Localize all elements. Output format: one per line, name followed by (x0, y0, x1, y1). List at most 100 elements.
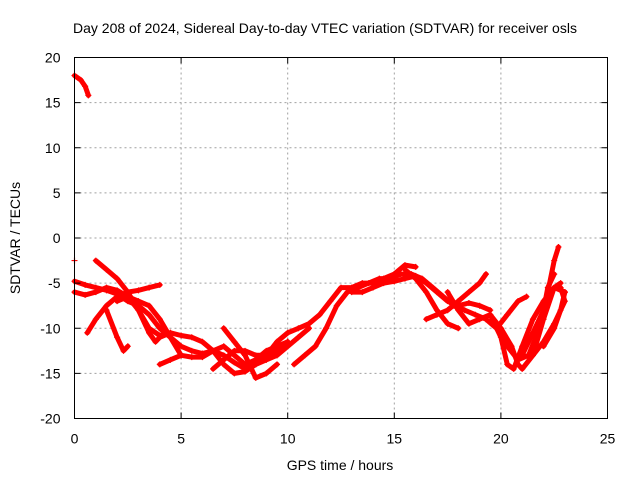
data-point (114, 287, 121, 294)
data-point (376, 275, 383, 282)
data-point (103, 266, 110, 273)
data-point (529, 316, 536, 323)
data-point (487, 311, 494, 318)
data-point (252, 352, 259, 359)
data-point (397, 271, 404, 278)
data-point (508, 343, 515, 350)
y-tick-label: -20 (40, 411, 60, 427)
chart-title: Day 208 of 2024, Sidereal Day-to-day VTE… (73, 20, 577, 36)
data-point (348, 289, 355, 296)
data-point (540, 343, 547, 350)
data-point (327, 298, 334, 305)
data-point (135, 298, 142, 305)
data-point (156, 361, 163, 368)
data-point (85, 92, 92, 99)
data-point (465, 299, 472, 306)
data-point (82, 281, 89, 288)
data-point (523, 293, 530, 300)
series-arc-14 (401, 266, 462, 332)
data-point (540, 307, 547, 314)
series-arc-01 (71, 72, 92, 99)
data-point (146, 311, 153, 318)
data-point (338, 284, 344, 291)
series-line (494, 294, 529, 331)
data-point (146, 284, 153, 291)
series-line (402, 267, 461, 331)
data-point (274, 338, 281, 345)
data-point (391, 278, 398, 285)
data-point (188, 334, 195, 341)
data-point (433, 311, 440, 318)
data-point (433, 289, 440, 296)
series-line (72, 73, 91, 98)
data-point (444, 320, 451, 327)
x-axis-label: GPS time / hours (287, 457, 394, 473)
data-point (444, 307, 451, 314)
y-tick-label: 5 (53, 185, 61, 201)
y-tick-label: -10 (40, 320, 60, 336)
data-point (263, 370, 270, 377)
data-point (472, 311, 479, 318)
x-tick-label: 0 (71, 431, 79, 447)
data-point (476, 302, 483, 309)
data-point (114, 334, 121, 341)
series-line (104, 307, 131, 354)
series-arc-11 (220, 325, 281, 381)
data-point (519, 352, 526, 359)
data-point (412, 275, 419, 282)
data-point (220, 343, 227, 350)
data-point (510, 365, 517, 372)
data-point (465, 320, 472, 327)
data-point (252, 374, 259, 381)
data-point (274, 347, 281, 354)
data-point (210, 347, 217, 354)
data-point (423, 289, 430, 296)
data-point (482, 271, 489, 278)
data-point (557, 284, 564, 291)
series-arc-09 (156, 325, 313, 377)
data-point (423, 316, 430, 323)
data-point (92, 257, 99, 264)
data-point (380, 280, 387, 287)
data-point (152, 338, 159, 345)
data-point (333, 302, 340, 309)
series-line (541, 289, 568, 349)
data-point (242, 368, 249, 375)
x-tick-label: 20 (493, 431, 509, 447)
y-tick-label: -5 (48, 275, 61, 291)
data-point (551, 284, 558, 291)
data-point (557, 307, 564, 314)
series-arc-21 (540, 289, 568, 350)
series-line (423, 271, 489, 322)
data-point (188, 354, 195, 361)
data-point (124, 293, 131, 300)
data-point (199, 338, 206, 345)
data-point (231, 370, 238, 377)
data-point (504, 361, 511, 368)
series-layer (71, 72, 568, 381)
data-point (146, 325, 153, 332)
y-tick-label: 10 (45, 140, 61, 156)
data-point (231, 359, 238, 366)
y-tick-label: 0 (53, 230, 61, 246)
data-point (220, 325, 227, 332)
data-point (156, 281, 163, 288)
data-point (114, 298, 121, 305)
data-point (365, 280, 372, 287)
data-point (476, 280, 483, 287)
data-point (114, 275, 121, 282)
data-point (497, 334, 504, 341)
data-point (476, 316, 483, 323)
data-point (84, 329, 91, 336)
data-point (92, 316, 99, 323)
ticks (74, 57, 608, 419)
y-axis-label: SDTVAR / TECUs (7, 182, 23, 294)
series-arc-18 (493, 293, 530, 332)
y-tick-label: 15 (45, 95, 61, 111)
data-point (493, 325, 500, 332)
data-point (82, 291, 89, 298)
data-point (124, 343, 131, 350)
data-point (295, 334, 302, 341)
grid (74, 57, 608, 419)
data-point (359, 289, 366, 296)
